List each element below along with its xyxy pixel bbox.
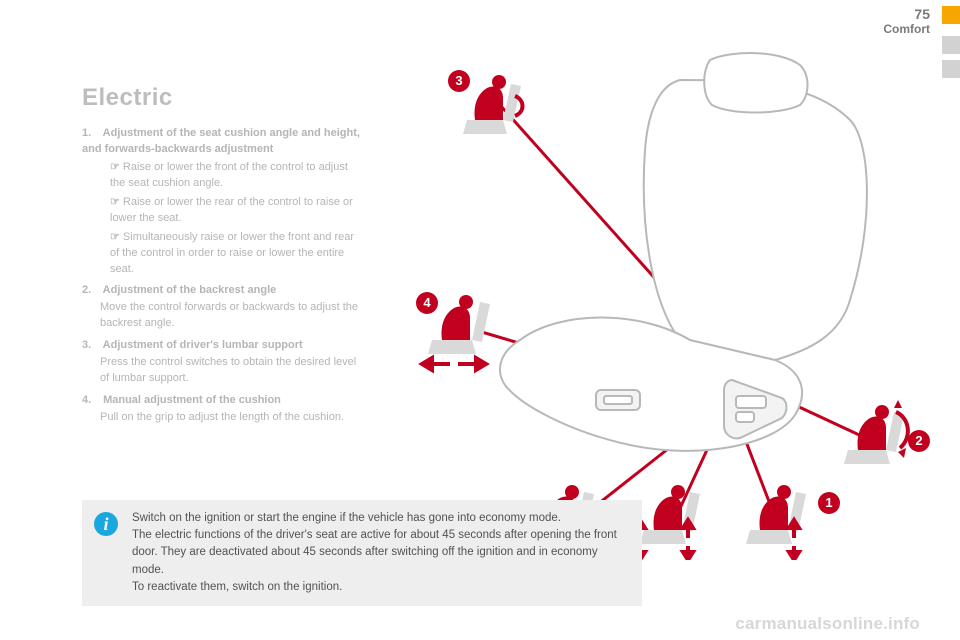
edge-marker-amber [942,6,960,24]
item-number: 2. [82,283,100,299]
item-title: Adjustment of driver's lumbar support [103,339,303,351]
instruction-2: 2. Adjustment of the backrest angle Move… [82,283,362,332]
item-desc: Press the control switches to obtain the… [82,355,362,387]
callout-2: 2 [908,430,930,452]
info-icon: i [94,512,118,536]
sub-steps: Raise or lower the front of the control … [82,160,362,278]
instruction-4: 4. Manual adjustment of the cushion Pull… [82,393,362,426]
item-number: 3. [82,338,100,354]
edge-marker-grey [942,36,960,54]
sub-step: Simultaneously raise or lower the front … [110,230,362,278]
instruction-1: 1. Adjustment of the seat cushion angle … [82,126,362,277]
item-desc: Move the control forwards or backwards t… [82,300,362,332]
instruction-list: 1. Adjustment of the seat cushion angle … [82,126,362,426]
page-number: 75 [883,6,930,22]
item-desc: Pull on the grip to adjust the length of… [82,410,362,426]
info-line: Switch on the ignition or start the engi… [132,510,630,527]
item-number: 1. [82,126,100,142]
info-line: The electric functions of the driver's s… [132,527,630,579]
edge-marker-grey [942,60,960,78]
text-column: Electric 1. Adjustment of the seat cushi… [82,84,362,432]
info-line: To reactivate them, switch on the igniti… [132,579,630,596]
sub-step: Raise or lower the front of the control … [110,160,362,192]
section-name: Comfort [883,22,930,36]
info-box: i Switch on the ignition or start the en… [82,500,642,606]
callout-3: 3 [448,70,470,92]
heading-electric: Electric [82,84,362,112]
callout-1: 1 [818,492,840,514]
watermark: carmanualsonline.info [735,614,920,634]
instruction-3: 3. Adjustment of driver's lumbar support… [82,338,362,387]
sub-step: Raise or lower the rear of the control t… [110,195,362,227]
seat-illustration: 3 4 2 1 [380,40,940,560]
item-title: Manual adjustment of the cushion [103,394,281,406]
page-header: 75 Comfort [883,6,930,36]
item-title: Adjustment of the seat cushion angle and… [82,127,360,155]
callout-4: 4 [416,292,438,314]
item-title: Adjustment of the backrest angle [103,284,277,296]
seat-svg [380,40,940,560]
item-number: 4. [82,393,100,409]
